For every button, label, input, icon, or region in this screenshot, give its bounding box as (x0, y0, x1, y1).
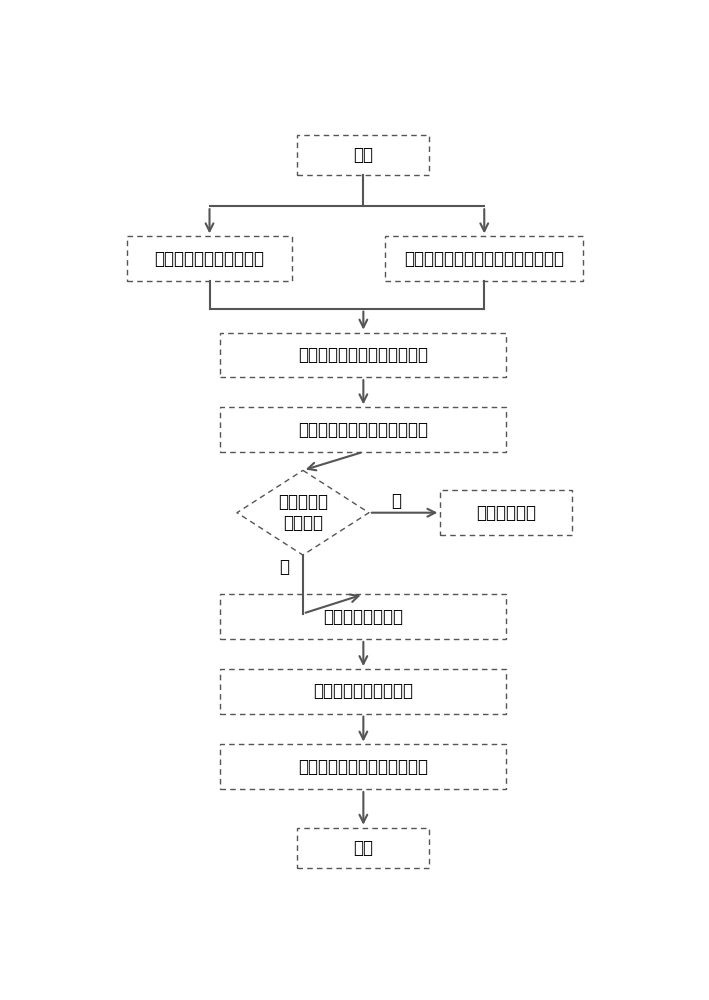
Text: 确定信号灯组早启时长: 确定信号灯组早启时长 (313, 682, 413, 700)
Text: 结束: 结束 (353, 839, 374, 857)
Text: 请求不予处理: 请求不予处理 (476, 504, 536, 522)
Bar (298, 135, 429, 175)
Text: 是否在请求
处理区段: 是否在请求 处理区段 (278, 493, 328, 532)
Text: 划分绿波公交车队: 划分绿波公交车队 (323, 608, 403, 626)
Bar (220, 407, 506, 452)
Bar (440, 490, 572, 535)
Text: 对绿波公交车队实行速度诱导: 对绿波公交车队实行速度诱导 (298, 758, 428, 776)
Bar (220, 333, 506, 377)
Bar (220, 744, 506, 789)
Bar (220, 594, 506, 639)
Text: 开始: 开始 (353, 146, 374, 164)
Text: 确定信号灯组划分并编号: 确定信号灯组划分并编号 (155, 250, 264, 268)
Bar (298, 828, 429, 868)
Bar (386, 236, 583, 281)
Bar (220, 669, 506, 714)
Text: 测量信号灯、公交站点等构造物间距: 测量信号灯、公交站点等构造物间距 (404, 250, 564, 268)
Text: 公交车辆出站时发送通过请求: 公交车辆出站时发送通过请求 (298, 421, 428, 439)
Text: 预设信号灯组内公交双向绿波: 预设信号灯组内公交双向绿波 (298, 346, 428, 364)
Bar (127, 236, 292, 281)
Text: 是: 是 (279, 558, 289, 576)
Text: 否: 否 (391, 492, 401, 510)
